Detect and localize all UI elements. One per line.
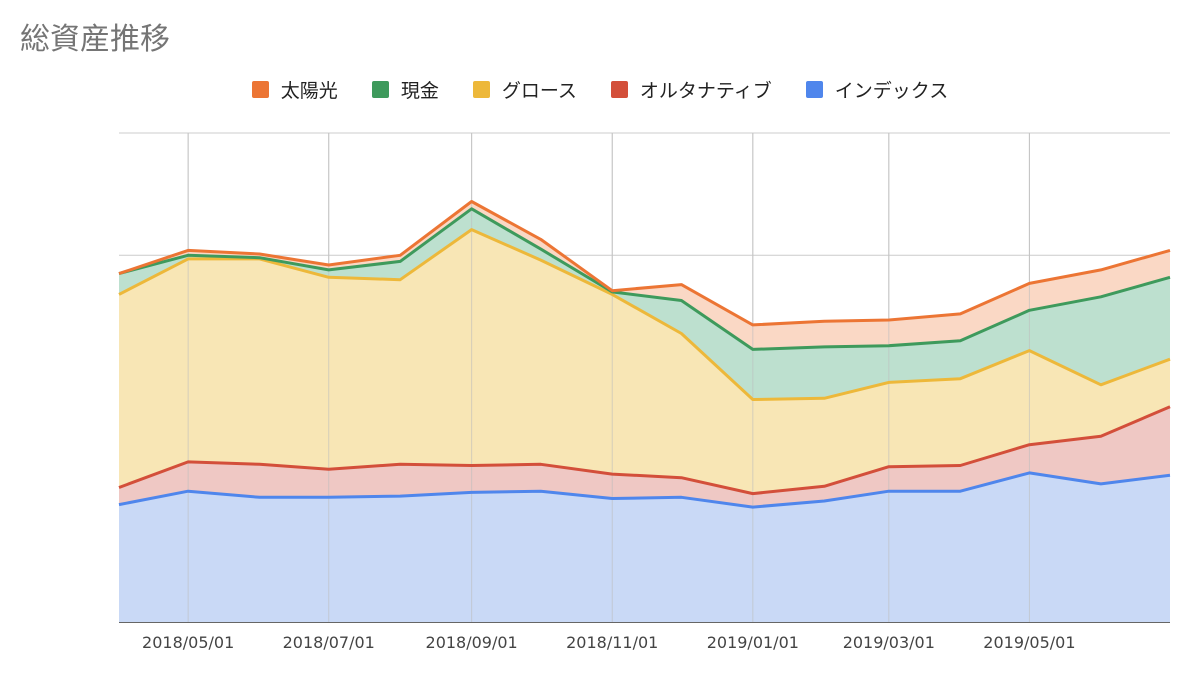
legend-item-index: インデックス [805, 76, 949, 103]
area-2 [119, 229, 1170, 494]
legend-swatch-alternative [610, 81, 628, 98]
legend-item-alternative: オルタナティブ [610, 76, 772, 103]
x-tick-label-3: 2018/11/01 [566, 633, 658, 652]
legend-label-solar: 太陽光 [280, 80, 338, 102]
series-line-4 [118, 200, 1171, 327]
x-tick-label-2: 2018/09/01 [426, 633, 518, 652]
legend-swatch-solar [251, 81, 269, 98]
x-tick-label-4: 2019/01/01 [707, 633, 799, 652]
x-tick-label-0: 2018/05/01 [142, 633, 234, 652]
series-line-1 [118, 405, 1171, 496]
legend-label-cash: 現金 [400, 80, 439, 102]
legend-item-solar: 太陽光 [251, 76, 338, 103]
series-line-2 [118, 228, 1171, 401]
legend-swatch-cash [371, 81, 389, 98]
x-tick-label-5: 2019/03/01 [843, 633, 935, 652]
legend-label-index: インデックス [834, 80, 949, 102]
legend-swatch-growth [472, 81, 490, 98]
chart-legend: 太陽光 現金 グロース オルタナティブ インデックス [0, 76, 1200, 103]
legend-swatch-index [805, 81, 823, 98]
x-tick-label-1: 2018/07/01 [283, 633, 375, 652]
series-line-3 [118, 207, 1171, 351]
area-3 [119, 208, 1170, 400]
legend-item-growth: グロース [472, 76, 577, 103]
legend-label-alternative: オルタナティブ [639, 80, 772, 102]
chart-title: 総資産推移 [20, 22, 170, 57]
x-tick-label-6: 2019/05/01 [983, 633, 1075, 652]
legend-item-cash: 現金 [371, 76, 439, 103]
legend-label-growth: グロース [501, 80, 577, 102]
area-0 [119, 472, 1170, 622]
series-line-0 [118, 471, 1171, 509]
area-1 [119, 406, 1170, 508]
